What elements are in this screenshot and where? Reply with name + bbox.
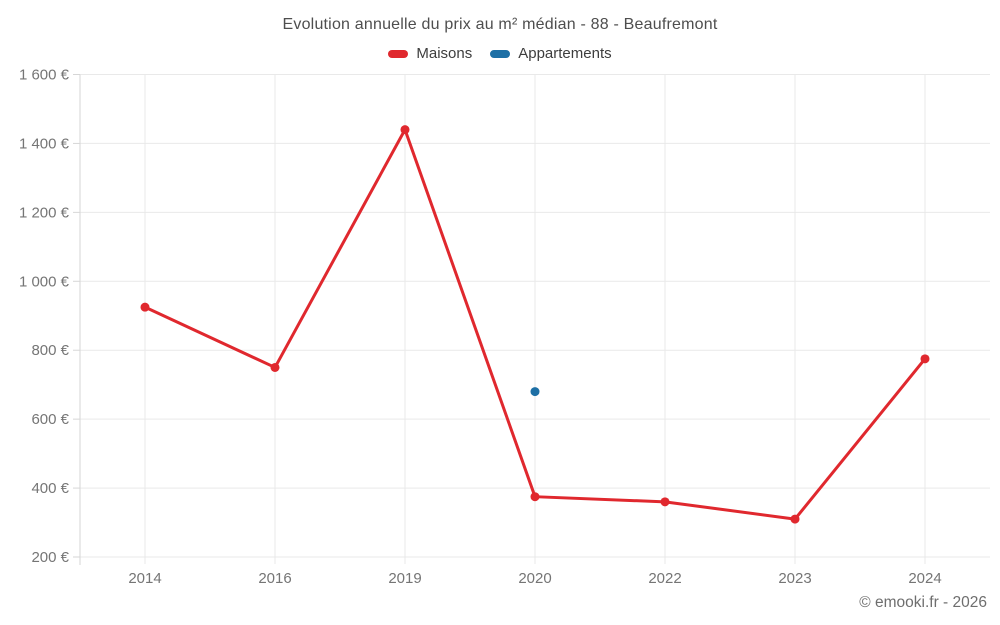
y-tick-label: 1 000 € (19, 273, 70, 290)
data-point-maisons[interactable] (660, 497, 670, 507)
data-point-maisons[interactable] (790, 514, 800, 524)
x-tick-label: 2019 (388, 570, 421, 587)
legend-swatch-maisons (388, 49, 409, 58)
legend-label-maisons: Maisons (416, 45, 473, 62)
data-point-maisons[interactable] (400, 125, 410, 135)
data-point-appartements[interactable] (530, 387, 540, 397)
x-tick-label: 2014 (128, 570, 161, 587)
y-tick-label: 600 € (31, 411, 69, 428)
data-point-maisons[interactable] (140, 302, 150, 312)
x-tick-label: 2020 (518, 570, 551, 587)
legend-item-maisons[interactable]: Maisons (388, 45, 472, 62)
copyright-text: © emooki.fr - 2026 (859, 594, 987, 611)
legend-swatch-appartements (490, 49, 511, 58)
x-tick-label: 2022 (648, 570, 681, 587)
y-tick-label: 1 200 € (19, 204, 70, 221)
data-point-maisons[interactable] (270, 362, 280, 372)
chart-legend: Maisons Appartements (0, 45, 1000, 62)
chart-title: Evolution annuelle du prix au m² médian … (282, 16, 718, 33)
y-tick-label: 1 400 € (19, 135, 70, 152)
y-tick-label: 200 € (31, 549, 69, 566)
legend-item-appartements[interactable]: Appartements (490, 45, 612, 62)
y-tick-label: 1 600 € (19, 67, 70, 84)
data-point-maisons[interactable] (920, 354, 930, 364)
y-tick-label: 400 € (31, 480, 69, 497)
x-tick-label: 2016 (258, 570, 291, 587)
y-tick-label: 800 € (31, 342, 69, 359)
legend-label-appartements: Appartements (518, 45, 612, 62)
x-tick-label: 2024 (908, 570, 941, 587)
x-tick-label: 2023 (778, 570, 811, 587)
data-point-maisons[interactable] (530, 492, 540, 502)
